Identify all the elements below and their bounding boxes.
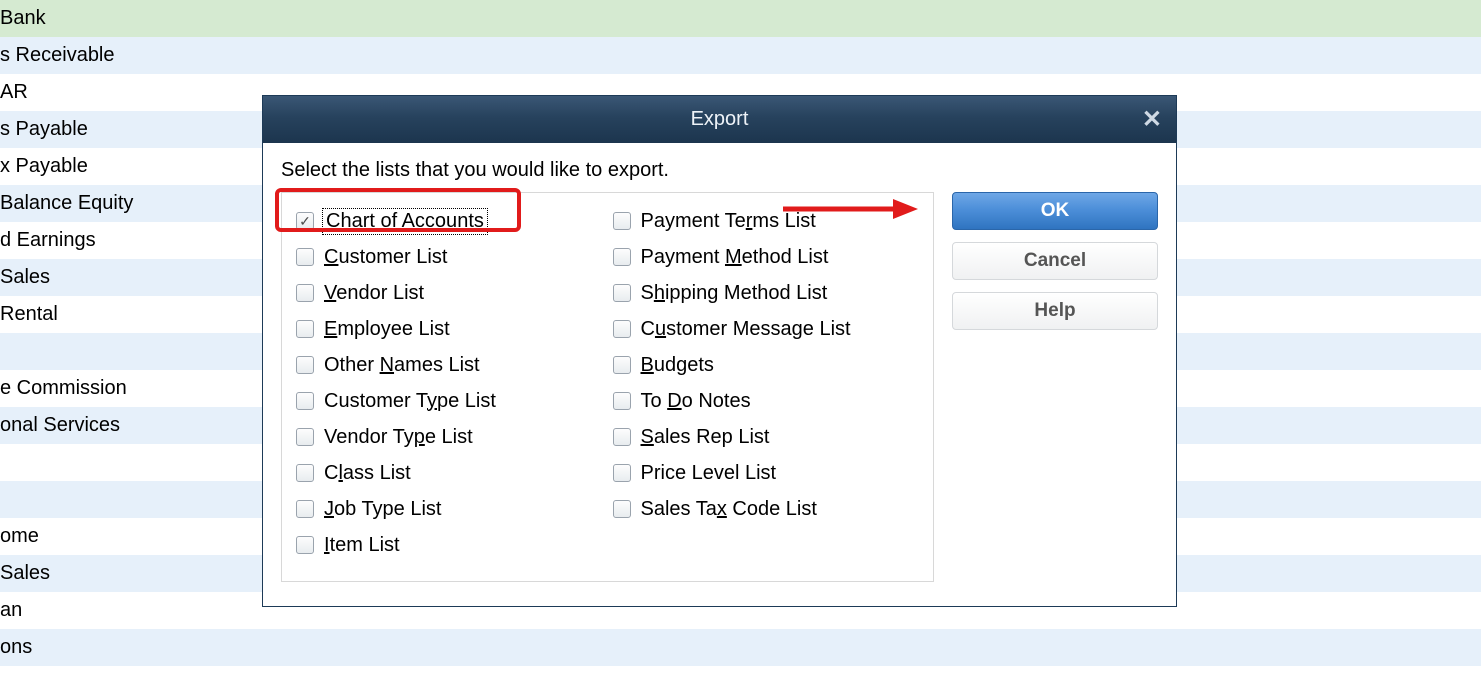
checkbox-label: Budgets [641, 354, 714, 377]
checkbox-vendor-type-list[interactable]: Vendor Type List [296, 419, 603, 455]
checkbox-class-list[interactable]: Class List [296, 455, 603, 491]
checkbox-box[interactable] [296, 500, 314, 518]
checkbox-label: Customer List [324, 246, 447, 269]
left-column: Chart of Accounts Customer List Vendor Lis… [296, 203, 603, 563]
checkbox-box[interactable] [296, 536, 314, 554]
close-icon[interactable]: ✕ [1142, 108, 1162, 132]
checkbox-box[interactable] [613, 464, 631, 482]
checkbox-box[interactable] [296, 284, 314, 302]
ok-button[interactable]: OK [952, 192, 1158, 230]
checkbox-label: Shipping Method List [641, 282, 828, 305]
cancel-button[interactable]: Cancel [952, 242, 1158, 280]
checkbox-chart-of-accounts[interactable]: Chart of Accounts [296, 203, 603, 239]
checkbox-label: Payment Terms List [641, 210, 816, 233]
checkbox-customer-list[interactable]: Customer List [296, 239, 603, 275]
checkbox-box[interactable] [613, 320, 631, 338]
checkbox-label: Item List [324, 534, 400, 557]
checkbox-box[interactable] [613, 248, 631, 266]
checkbox-box[interactable] [296, 428, 314, 446]
checkbox-budgets[interactable]: Budgets [613, 347, 920, 383]
export-layout: Chart of Accounts Customer List Vendor Lis… [281, 192, 1158, 582]
checkbox-box[interactable] [613, 356, 631, 374]
checkbox-other-names-list[interactable]: Other Names List [296, 347, 603, 383]
checkbox-label: Sales Rep List [641, 426, 770, 449]
dialog-title: Export [691, 108, 749, 131]
checkbox-sales-rep-list[interactable]: Sales Rep List [613, 419, 920, 455]
lists-box: Chart of Accounts Customer List Vendor Lis… [281, 192, 934, 582]
dialog-body: Select the lists that you would like to … [263, 143, 1176, 606]
account-row: ons [0, 629, 1481, 666]
account-row: Bank [0, 0, 1481, 37]
button-column: OK Cancel Help [952, 192, 1158, 582]
checkbox-label: Vendor List [324, 282, 424, 305]
checkbox-label: Job Type List [324, 498, 441, 521]
checkbox-shipping-method-list[interactable]: Shipping Method List [613, 275, 920, 311]
checkbox-vendor-list[interactable]: Vendor List [296, 275, 603, 311]
checkbox-to-do-notes[interactable]: To Do Notes [613, 383, 920, 419]
instruction-text: Select the lists that you would like to … [281, 159, 1158, 182]
checkbox-label: Price Level List [641, 462, 777, 485]
checkbox-payment-terms-list[interactable]: Payment Terms List [613, 203, 920, 239]
checkbox-label: To Do Notes [641, 390, 751, 413]
checkbox-label: Class List [324, 462, 411, 485]
checkbox-box[interactable] [613, 428, 631, 446]
checkbox-label: Other Names List [324, 354, 480, 377]
checkbox-customer-message-list[interactable]: Customer Message List [613, 311, 920, 347]
page-root: Banks Receivable ARs Payablex Payable Ba… [0, 0, 1481, 696]
checkbox-item-list[interactable]: Item List [296, 527, 603, 563]
checkbox-box[interactable] [613, 212, 631, 230]
checkbox-box[interactable] [296, 356, 314, 374]
checkbox-label: Customer Message List [641, 318, 851, 341]
checkbox-job-type-list[interactable]: Job Type List [296, 491, 603, 527]
checkbox-customer-type-list[interactable]: Customer Type List [296, 383, 603, 419]
checkbox-box[interactable] [296, 248, 314, 266]
checkbox-box[interactable] [613, 392, 631, 410]
checkbox-box[interactable] [296, 464, 314, 482]
checkbox-box[interactable] [613, 500, 631, 518]
right-column: Payment Terms List Payment Method List Shi… [613, 203, 920, 563]
checkbox-box[interactable] [296, 320, 314, 338]
checkbox-box[interactable] [613, 284, 631, 302]
checkbox-sales-tax-code-list[interactable]: Sales Tax Code List [613, 491, 920, 527]
checkbox-label: Payment Method List [641, 246, 829, 269]
account-row [0, 666, 1481, 696]
account-row: s Receivable [0, 37, 1481, 74]
checkbox-box[interactable] [296, 212, 314, 230]
help-button[interactable]: Help [952, 292, 1158, 330]
checkbox-employee-list[interactable]: Employee List [296, 311, 603, 347]
export-dialog: Export ✕ Select the lists that you would… [262, 95, 1177, 607]
checkbox-label: Sales Tax Code List [641, 498, 817, 521]
checkbox-label: Customer Type List [324, 390, 496, 413]
checkbox-label: Chart of Accounts [324, 210, 486, 233]
checkbox-payment-method-list[interactable]: Payment Method List [613, 239, 920, 275]
checkbox-price-level-list[interactable]: Price Level List [613, 455, 920, 491]
checkbox-label: Employee List [324, 318, 450, 341]
dialog-titlebar: Export ✕ [263, 96, 1176, 143]
checkbox-label: Vendor Type List [324, 426, 473, 449]
checkbox-box[interactable] [296, 392, 314, 410]
